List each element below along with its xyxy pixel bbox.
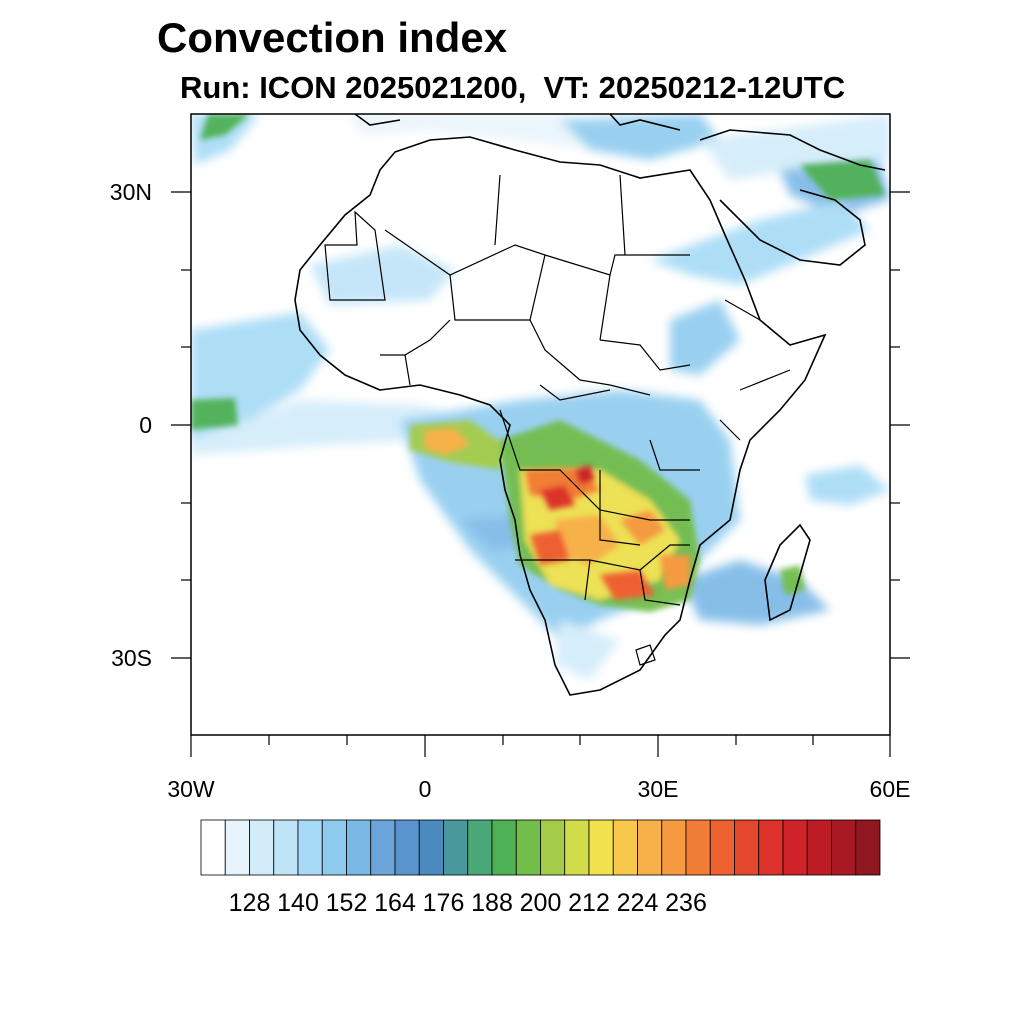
colorbar-swatch <box>806 819 832 876</box>
colorbar-swatch <box>443 819 469 876</box>
country-borders <box>324 174 791 666</box>
colorbar-swatch <box>370 819 396 876</box>
colorbar-label: 224 <box>617 889 659 917</box>
colorbar-labels: 128 140 152 164 176 188 200 212 224 236 <box>229 889 707 917</box>
chart-title: Convection index <box>157 14 508 61</box>
colorbar-label: 140 <box>277 889 319 917</box>
colorbar <box>200 819 881 876</box>
colorbar-swatch <box>758 819 784 876</box>
colorbar-swatch <box>491 819 517 876</box>
colorbar-label: 152 <box>326 889 368 917</box>
colorbar-swatch <box>734 819 760 876</box>
lon-label: 0 <box>419 776 432 802</box>
axis-ticks <box>171 191 910 757</box>
colorbar-swatch <box>831 819 857 876</box>
lon-labels: 30W 0 30E 60E <box>167 776 910 802</box>
lon-label: 30W <box>167 776 215 802</box>
lat-label: 30S <box>111 645 152 671</box>
colorbar-swatch <box>685 819 711 876</box>
colorbar-swatch <box>297 819 323 876</box>
lon-label: 60E <box>870 776 911 802</box>
lat-label: 0 <box>139 412 152 438</box>
coastlines <box>294 114 886 696</box>
colorbar-swatch <box>200 819 226 876</box>
colorbar-label: 212 <box>568 889 610 917</box>
colorbar-swatch <box>346 819 372 876</box>
colorbar-swatch <box>637 819 663 876</box>
chart-subtitle: Run: ICON 2025021200, VT: 20250212-12UTC <box>180 70 846 105</box>
colorbar-swatch <box>273 819 299 876</box>
colorbar-label: 164 <box>374 889 416 917</box>
lat-label: 30N <box>110 179 152 205</box>
colorbar-label: 128 <box>229 889 271 917</box>
colorbar-swatch <box>661 819 687 876</box>
colorbar-swatch <box>321 819 347 876</box>
colorbar-label: 176 <box>423 889 465 917</box>
colorbar-swatch <box>394 819 420 876</box>
colorbar-swatch <box>855 819 881 876</box>
colorbar-swatch <box>467 819 493 876</box>
colorbar-label: 200 <box>520 889 562 917</box>
colorbar-swatch <box>588 819 614 876</box>
colorbar-swatch <box>564 819 590 876</box>
colorbar-swatch <box>224 819 250 876</box>
colorbar-swatch <box>709 819 735 876</box>
colorbar-swatch <box>418 819 444 876</box>
colorbar-swatch <box>782 819 808 876</box>
colorbar-label: 236 <box>665 889 707 917</box>
colorbar-swatch <box>515 819 541 876</box>
lat-labels: 30N 0 30S <box>110 179 152 671</box>
colorbar-label: 188 <box>471 889 513 917</box>
colorbar-swatch <box>249 819 275 876</box>
colorbar-swatch <box>540 819 566 876</box>
lon-label: 30E <box>638 776 679 802</box>
colorbar-swatch <box>612 819 638 876</box>
